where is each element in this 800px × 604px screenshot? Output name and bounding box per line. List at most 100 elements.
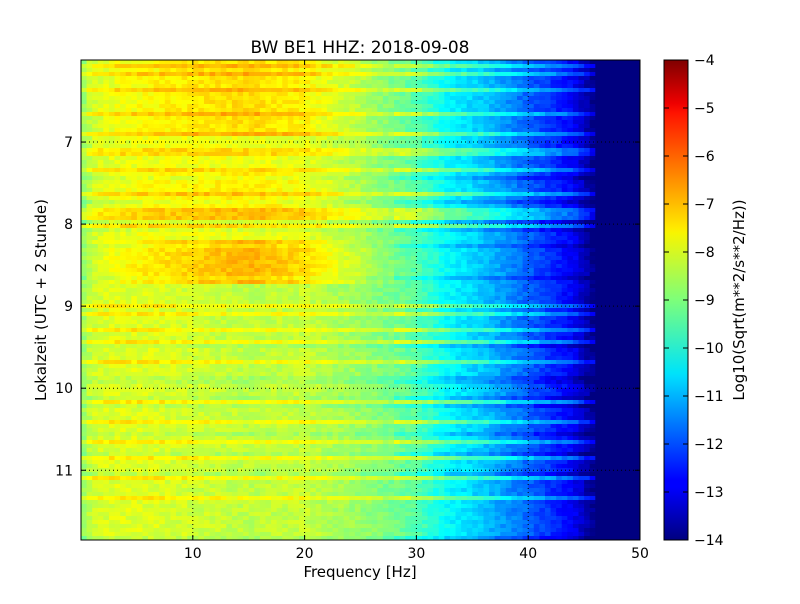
heatmap-cell [338,216,345,221]
heatmap-cell [237,168,244,173]
heatmap-cell [600,152,608,157]
heatmap-cell [215,144,222,149]
heatmap-cell [299,140,306,145]
heatmap-cell [153,184,160,189]
heatmap-cell [92,220,99,225]
heatmap-cell [528,216,535,221]
heatmap-cell [394,64,401,69]
heatmap-cell [405,160,412,165]
heatmap-cell [600,220,608,225]
heatmap-cell [287,176,295,181]
heatmap-cell [388,244,395,249]
heatmap-cell [148,144,155,149]
heatmap-cell [226,80,233,85]
heatmap-cell [176,132,183,137]
heatmap-cell [220,196,227,201]
heatmap-cell [421,88,429,93]
heatmap-cell [81,232,88,237]
heatmap-cell [617,180,624,185]
heatmap-cell [472,64,479,69]
heatmap-cell [181,132,188,137]
heatmap-cell [159,156,166,161]
heatmap-cell [405,72,412,77]
heatmap-cell [556,248,563,253]
heatmap-cell [461,212,468,217]
heatmap-cell [634,200,640,205]
heatmap-cell [153,80,160,85]
heatmap-cell [198,116,205,121]
heatmap-cell [399,204,406,209]
heatmap-cell [332,244,339,249]
heatmap-cell [304,232,311,237]
heatmap-cell [287,60,295,65]
heatmap-cell [366,192,373,197]
heatmap-cell [354,244,362,249]
heatmap-cell [561,88,568,93]
heatmap-cell [108,132,116,137]
heatmap-cell [248,112,255,117]
heatmap-cell [338,104,345,109]
heatmap-cell [371,192,378,197]
heatmap-cell [388,68,395,73]
heatmap-cell [517,60,524,65]
heatmap-cell [416,76,423,81]
heatmap-cell [449,224,457,229]
heatmap-cell [539,148,546,153]
heatmap-cell [589,236,596,241]
heatmap-cell [472,196,479,201]
heatmap-cell [315,256,322,261]
heatmap-cell [326,236,334,241]
heatmap-cell [561,60,568,65]
heatmap-cell [405,236,412,241]
heatmap-cell [410,168,417,173]
heatmap-cell [421,248,429,253]
heatmap-cell [360,96,367,101]
heatmap-cell [148,216,155,221]
heatmap-cell [332,192,339,197]
heatmap-cell [544,76,552,81]
heatmap-cell [360,64,367,69]
heatmap-cell [114,248,121,253]
heatmap-cell [215,104,222,109]
heatmap-cell [304,248,311,253]
heatmap-cell [628,200,636,205]
heatmap-cell [466,184,473,189]
heatmap-cell [321,84,328,89]
heatmap-cell [237,240,244,245]
heatmap-cell [517,164,524,169]
heatmap-cell [310,128,317,133]
heatmap-cell [142,156,149,161]
heatmap-cell [572,168,580,173]
heatmap-cell [220,128,227,133]
heatmap-cell [584,152,591,157]
heatmap-cell [226,136,233,141]
heatmap-cell [92,172,99,177]
heatmap-cell [343,120,350,125]
heatmap-cell [382,132,390,137]
heatmap-cell [438,176,445,181]
heatmap-cell [136,216,144,221]
heatmap-cell [433,108,440,113]
heatmap-cell [354,144,362,149]
heatmap-cell [589,168,596,173]
heatmap-cell [293,104,300,109]
heatmap-cell [315,232,322,237]
heatmap-cell [103,184,110,189]
heatmap-cell [226,68,233,73]
heatmap-cell [276,252,283,257]
heatmap-cell [265,124,272,129]
heatmap-cell [533,104,540,109]
heatmap-cell [595,212,602,217]
heatmap-cell [299,76,306,81]
heatmap-cell [522,220,529,225]
heatmap-cell [505,216,513,221]
heatmap-cell [455,148,462,153]
heatmap-cell [81,128,88,133]
heatmap-cell [589,92,596,97]
heatmap-cell [170,80,177,85]
heatmap-cell [226,240,233,245]
heatmap-cell [567,248,574,253]
heatmap-cell [293,196,300,201]
heatmap-cell [209,168,216,173]
heatmap-cell [148,112,155,117]
